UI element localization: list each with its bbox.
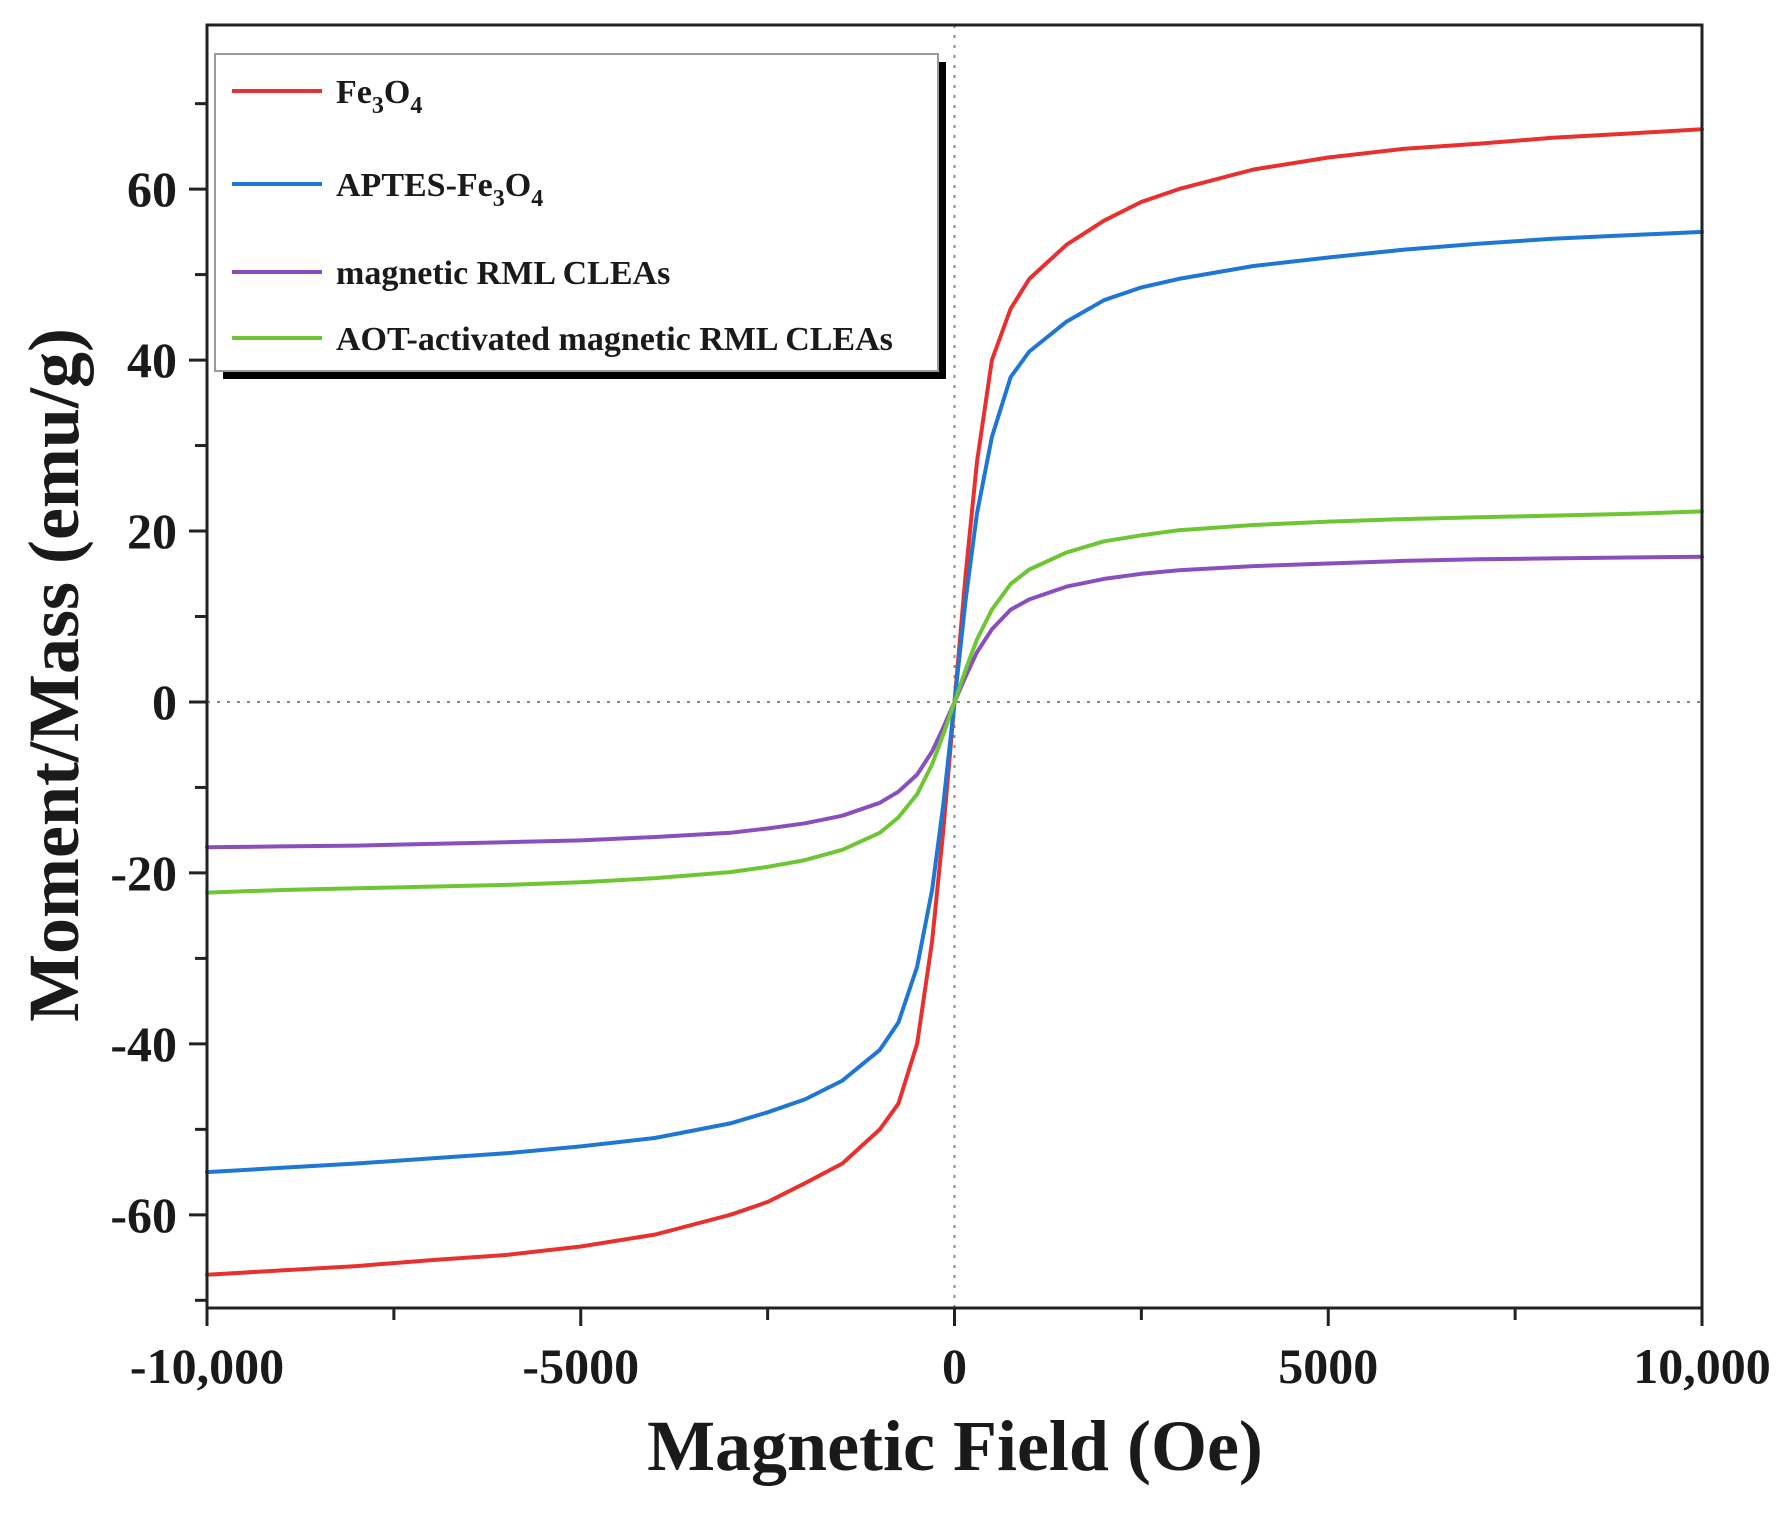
legend-label-1: Fe3O4 [336,74,422,119]
y-tick-label: -20 [110,845,177,901]
zero-reference-lines [207,25,1702,1308]
legend-label-4: AOT-activated magnetic RML CLEAs [336,321,893,358]
y-tick-label: 20 [127,503,177,559]
axis-ticks [189,102,1704,1326]
y-tick-label: 60 [127,161,177,217]
x-axis-title: Magnetic Field (Oe) [647,1406,1263,1486]
legend: Fe3O4 APTES-Fe3O4 magnetic RML CLEAs AOT-ac… [214,53,946,379]
x-tick-label: 0 [942,1338,967,1394]
y-axis-tick-labels: -60 -40 -20 0 20 40 60 [110,161,177,1243]
legend-entries: Fe3O4 APTES-Fe3O4 magnetic RML CLEAs AOT-ac… [232,74,893,358]
series-line-4 [205,509,1704,895]
y-tick-label: 0 [152,674,177,730]
y-axis-title: Moment/Mass (emu/g) [14,328,94,1022]
x-tick-label: 10,000 [1633,1338,1771,1394]
y-tick-label: -60 [110,1187,177,1243]
x-tick-label: -10,000 [130,1338,284,1394]
x-tick-label: 5000 [1278,1338,1378,1394]
x-axis-tick-labels: -10,000 -5000 0 5000 10,000 [130,1338,1771,1394]
series-lines [205,127,1704,1277]
legend-label-2: APTES-Fe3O4 [336,167,543,212]
y-tick-label: 40 [127,332,177,388]
legend-box [214,53,939,372]
legend-label-3: magnetic RML CLEAs [336,255,670,292]
x-tick-label: -5000 [522,1338,639,1394]
y-tick-label: -40 [110,1016,177,1072]
